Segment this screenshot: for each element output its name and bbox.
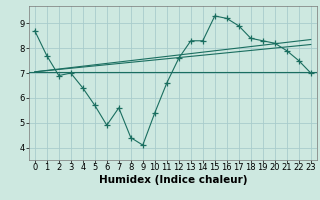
X-axis label: Humidex (Indice chaleur): Humidex (Indice chaleur) (99, 175, 247, 185)
